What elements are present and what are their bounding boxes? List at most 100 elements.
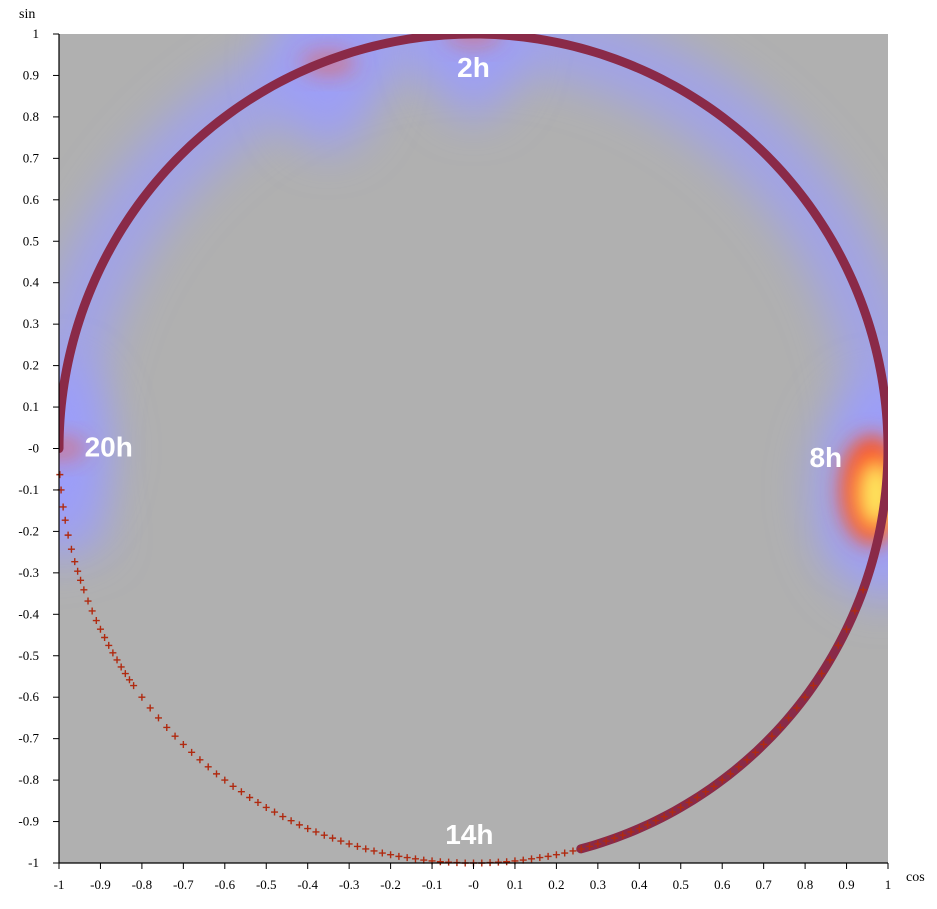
x-tick-label: -0.9 bbox=[90, 877, 111, 892]
data-point bbox=[859, 586, 867, 594]
x-tick-label: 1 bbox=[885, 877, 892, 892]
data-point bbox=[685, 798, 693, 806]
data-point bbox=[536, 854, 544, 862]
data-point bbox=[179, 740, 187, 748]
data-point bbox=[652, 817, 660, 825]
ring-layer bbox=[59, 34, 888, 854]
data-point bbox=[295, 821, 303, 829]
data-point bbox=[494, 858, 502, 866]
data-point bbox=[229, 782, 237, 790]
data-point bbox=[125, 676, 133, 684]
data-point bbox=[793, 704, 801, 712]
x-tick-label: -0.5 bbox=[256, 877, 277, 892]
data-point bbox=[445, 858, 453, 866]
data-point bbox=[644, 821, 652, 829]
data-point bbox=[801, 693, 809, 701]
data-point bbox=[743, 756, 751, 764]
data-point bbox=[353, 842, 361, 850]
data-point bbox=[130, 682, 138, 690]
x-tick-label: -0.4 bbox=[297, 877, 318, 892]
axes: -1 -0.9 -0.8 -0.7 -0.6 -0.5 -0.4 -0.3 -0.2 -0.1 -0… bbox=[18, 7, 924, 892]
data-point bbox=[246, 794, 254, 802]
data-point bbox=[117, 663, 125, 671]
y-tick-label: 0.1 bbox=[23, 399, 39, 414]
hour-annotation: 20h bbox=[85, 431, 133, 462]
y-tick-label: -0.1 bbox=[18, 482, 39, 497]
data-point bbox=[56, 471, 64, 479]
data-point bbox=[503, 858, 511, 866]
data-point bbox=[735, 763, 743, 771]
y-tick-label: -0.8 bbox=[18, 772, 39, 787]
data-point bbox=[726, 770, 734, 778]
annotation-layer: 2h 8h 14h 20h bbox=[85, 52, 843, 850]
data-point bbox=[577, 845, 585, 853]
x-tick-label: 0.4 bbox=[631, 877, 648, 892]
data-point bbox=[109, 649, 117, 657]
x-tick-label: -0 bbox=[468, 877, 479, 892]
data-point bbox=[188, 748, 196, 756]
x-tick-label: -0.6 bbox=[215, 877, 236, 892]
y-tick-label: 0.8 bbox=[23, 109, 39, 124]
data-point bbox=[776, 723, 784, 731]
data-point bbox=[271, 808, 279, 816]
data-point bbox=[851, 607, 859, 615]
data-point bbox=[843, 625, 851, 633]
data-point bbox=[395, 852, 403, 860]
data-point bbox=[67, 545, 75, 553]
y-tick-label: 0.3 bbox=[23, 316, 39, 331]
data-point bbox=[710, 782, 718, 790]
data-point bbox=[304, 825, 312, 833]
data-point bbox=[785, 714, 793, 722]
data-point bbox=[204, 763, 212, 771]
y-tick-label: -0.5 bbox=[18, 648, 39, 663]
data-point bbox=[61, 516, 69, 524]
data-point bbox=[826, 656, 834, 664]
x-axis-title: cos bbox=[906, 870, 925, 885]
data-point bbox=[619, 831, 627, 839]
x-ticks: -1 -0.9 -0.8 -0.7 -0.6 -0.5 -0.4 -0.3 -0.2 -0.1 -0… bbox=[54, 863, 892, 892]
data-point bbox=[329, 834, 337, 842]
data-point bbox=[411, 855, 419, 863]
y-tick-label: -0.9 bbox=[18, 814, 39, 829]
data-point bbox=[809, 682, 817, 690]
y-tick-label: 1 bbox=[33, 26, 40, 41]
ring-series bbox=[59, 34, 888, 854]
data-point bbox=[660, 813, 668, 821]
y-axis-title: sin bbox=[19, 7, 35, 22]
data-point bbox=[337, 837, 345, 845]
x-tick-label: -1 bbox=[54, 877, 65, 892]
data-point bbox=[163, 723, 171, 731]
data-point bbox=[88, 607, 96, 615]
y-tick-label: -0.7 bbox=[18, 731, 39, 746]
data-point bbox=[718, 776, 726, 784]
data-point bbox=[528, 855, 536, 863]
data-point bbox=[586, 842, 594, 850]
y-tick-label: -0 bbox=[28, 441, 39, 456]
y-tick-label: 0.2 bbox=[23, 358, 39, 373]
data-point bbox=[370, 847, 378, 855]
data-point bbox=[693, 794, 701, 802]
data-point bbox=[312, 828, 320, 836]
data-point bbox=[138, 693, 146, 701]
heat-spot-core bbox=[59, 434, 87, 463]
x-tick-label: 0.9 bbox=[838, 877, 854, 892]
data-point bbox=[818, 670, 826, 678]
data-point bbox=[213, 770, 221, 778]
data-point bbox=[64, 531, 72, 539]
data-point bbox=[403, 854, 411, 862]
data-point bbox=[105, 641, 113, 649]
x-tick-label: 0.2 bbox=[548, 877, 564, 892]
y-tick-label: -0.4 bbox=[18, 606, 39, 621]
data-point bbox=[154, 714, 162, 722]
x-tick-label: -0.7 bbox=[173, 877, 194, 892]
y-tick-label: -0.6 bbox=[18, 689, 39, 704]
data-point bbox=[171, 732, 179, 740]
data-point bbox=[146, 704, 154, 712]
x-tick-label: 0.6 bbox=[714, 877, 731, 892]
y-tick-label: 0.5 bbox=[23, 233, 39, 248]
x-tick-label: 0.3 bbox=[590, 877, 606, 892]
data-point bbox=[92, 617, 100, 625]
data-point bbox=[594, 840, 602, 848]
data-point bbox=[677, 803, 685, 811]
